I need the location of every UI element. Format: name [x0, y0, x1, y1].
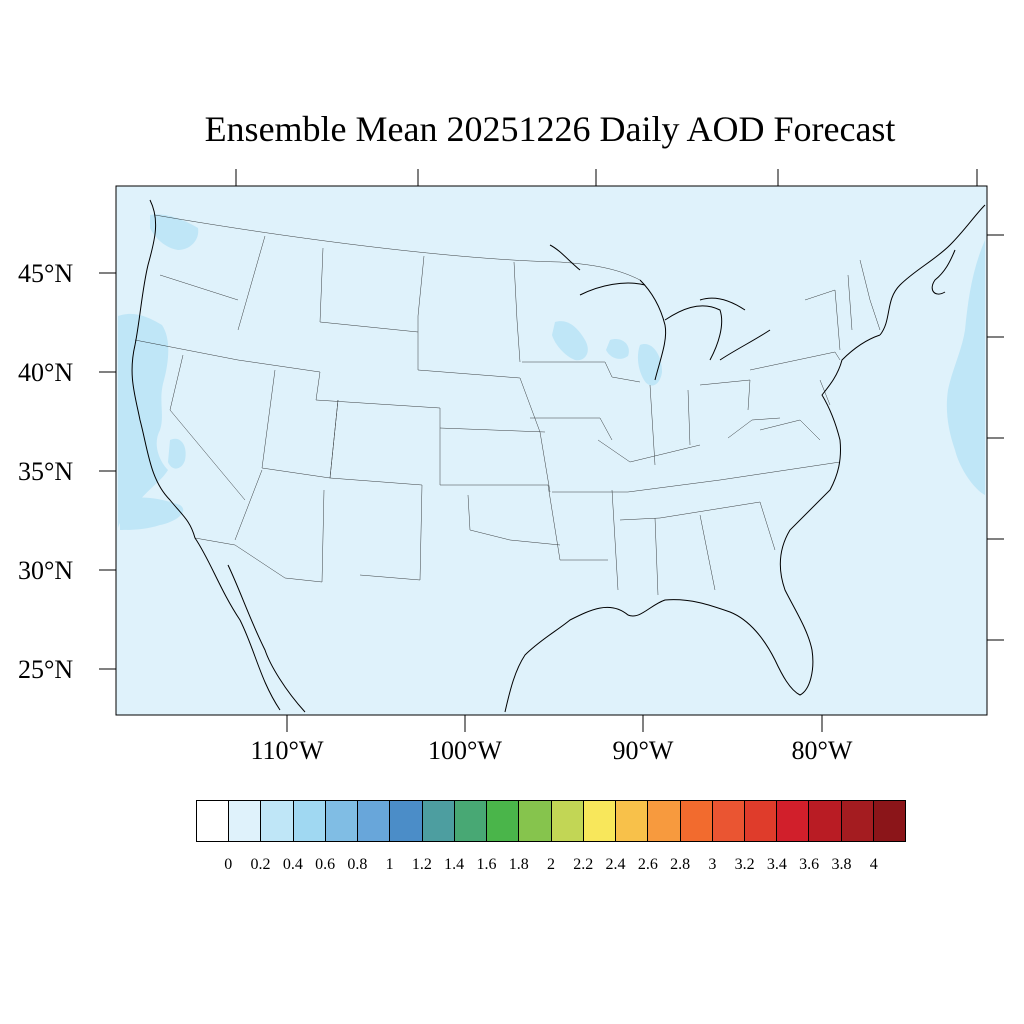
colorbar-label: 3.2	[734, 856, 755, 873]
colorbar-box-19	[809, 801, 842, 841]
colorbar-label: 0.6	[315, 856, 336, 873]
colorbar-label: 3.4	[766, 856, 787, 873]
colorbar-box-20	[841, 801, 874, 841]
colorbar-box-14	[648, 801, 681, 841]
colorbar-label: 0.4	[282, 856, 303, 873]
colorbar-box-16	[712, 801, 745, 841]
lat-label-35n: 35°N	[18, 457, 74, 486]
colorbar-label: 1	[385, 856, 394, 873]
colorbar-box-7	[422, 801, 455, 841]
colorbar-label: 4	[869, 856, 878, 873]
lat-label-45n: 45°N	[18, 259, 74, 288]
state-boundaries	[134, 214, 881, 596]
colorbar-box-1	[229, 801, 262, 841]
colorbar	[196, 800, 906, 842]
colorbar-label: 2.8	[670, 856, 691, 873]
colorbar-box-2	[261, 801, 294, 841]
colorbar-label: 1.2	[411, 856, 432, 873]
colorbar-box-3	[293, 801, 326, 841]
lon-label-110w: 110°W	[250, 736, 324, 765]
colorbar-box-12	[583, 801, 617, 841]
colorbar-label: 3.6	[799, 856, 820, 873]
colorbar-box-17	[744, 801, 778, 841]
lat-label-30n: 30°N	[18, 556, 74, 585]
colorbar-box-6	[390, 801, 423, 841]
map-frame	[115, 185, 988, 716]
colorbar-label: 0.2	[250, 856, 271, 873]
colorbar-box-0	[197, 801, 230, 841]
colorbar-box-5	[358, 801, 391, 841]
colorbar-box-15	[680, 801, 713, 841]
right-ticks	[987, 234, 1004, 641]
lon-label-80w: 80°W	[791, 736, 853, 765]
colorbar-label: 0.8	[347, 856, 368, 873]
colorbar-label: 1.6	[476, 856, 497, 873]
colorbar-label: 3.8	[831, 856, 852, 873]
lat-label-25n: 25°N	[18, 655, 74, 684]
colorbar-label: 2	[547, 856, 555, 873]
colorbar-label: 0	[224, 856, 233, 873]
colorbar-label: 1.8	[508, 856, 529, 873]
lon-label-100w: 100°W	[428, 736, 502, 765]
left-ticks	[99, 272, 116, 670]
bottom-ticks	[286, 715, 823, 732]
lon-label-90w: 90°W	[612, 736, 674, 765]
colorbar-label: 2.4	[605, 856, 626, 873]
colorbar-box-10	[519, 801, 552, 841]
map-title: Ensemble Mean 20251226 Daily AOD Forecas…	[204, 109, 896, 149]
coastlines	[131, 199, 986, 713]
colorbar-box-18	[777, 801, 810, 841]
lat-label-40n: 40°N	[18, 358, 74, 387]
top-ticks	[235, 169, 978, 186]
colorbar-box-4	[325, 801, 359, 841]
colorbar-box-9	[487, 801, 520, 841]
colorbar-box-21	[873, 801, 906, 841]
map-background	[116, 186, 987, 715]
colorbar-box-13	[616, 801, 649, 841]
colorbar-label: 1.4	[444, 856, 465, 873]
aod-enhanced-regions	[118, 214, 985, 530]
colorbar-label: 2.6	[637, 856, 658, 873]
colorbar-label: 3	[708, 856, 717, 873]
colorbar-box-8	[454, 801, 488, 841]
colorbar-box-11	[551, 801, 584, 841]
colorbar-label: 2.2	[573, 856, 594, 873]
